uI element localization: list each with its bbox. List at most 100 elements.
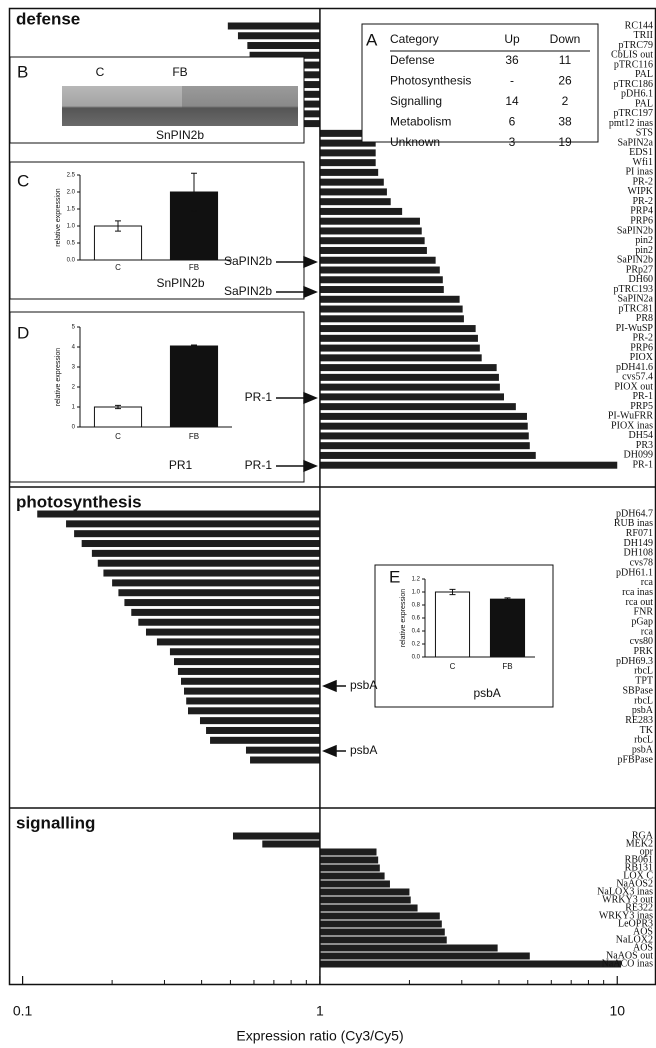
- arrow-label: SaPIN2b: [224, 284, 272, 298]
- bar: [118, 589, 320, 597]
- error-bar: [115, 220, 121, 232]
- arrow-label: SaPIN2b: [224, 254, 272, 268]
- y-tick-label: 3: [72, 365, 76, 371]
- y-tick-label: 0.5: [67, 241, 76, 247]
- bar-label: WRKY3 inas: [599, 910, 653, 921]
- bar: [319, 159, 376, 167]
- bar: [186, 697, 320, 705]
- y-tick-label: 0: [72, 425, 76, 431]
- bar-label: Wfi1: [632, 157, 653, 168]
- bar: [181, 677, 320, 685]
- bar-label: DH54: [629, 430, 653, 441]
- lane-label: C: [96, 65, 105, 79]
- bar: [319, 383, 500, 391]
- bar: [319, 344, 480, 352]
- panel-title: photosynthesis: [16, 492, 142, 511]
- table-frame: [361, 23, 599, 143]
- bar: [183, 687, 320, 695]
- bar: [319, 432, 529, 440]
- bar-label: AOS: [633, 942, 653, 953]
- bar: [249, 51, 320, 59]
- bar-label: RUB inas: [614, 518, 653, 529]
- bar-label: PRK: [634, 646, 654, 657]
- arrow-label: PR-1: [245, 458, 273, 472]
- bar-label: PI-WuSP: [616, 323, 654, 334]
- bar: [131, 608, 320, 616]
- bar: [81, 540, 320, 548]
- bar-label: RB131: [625, 862, 653, 873]
- bar-label: MEK2: [626, 838, 653, 849]
- bar-label: pDH41.6: [616, 362, 653, 373]
- y-tick-label: 0.0: [67, 258, 76, 264]
- bar-label: AOS: [633, 926, 653, 937]
- bar: [199, 717, 320, 725]
- bar: [124, 599, 320, 607]
- bar: [319, 442, 530, 450]
- bar-label: PR-1: [632, 459, 653, 470]
- bar-label: TK: [640, 725, 654, 736]
- bar: [319, 896, 411, 904]
- bar: [103, 569, 320, 577]
- lane-label: FB: [172, 65, 187, 79]
- bar: [319, 149, 376, 157]
- bar: [319, 256, 436, 264]
- bar: [245, 746, 320, 754]
- bar-label: FNR: [634, 607, 654, 618]
- bar-label: RF071: [626, 528, 653, 539]
- bar: [319, 403, 516, 411]
- x-tick-label: C: [115, 263, 121, 272]
- error-bar: [449, 588, 456, 596]
- bar: [319, 912, 440, 920]
- panel-letter: D: [17, 323, 29, 342]
- bar-label: LOX C: [623, 870, 653, 881]
- bar-label: SaPIN2a: [617, 137, 653, 148]
- y-tick-label: 1: [72, 405, 76, 411]
- blot-caption: SnPIN2b: [156, 128, 204, 142]
- bar: [177, 667, 320, 675]
- bar: [319, 373, 499, 381]
- error-bar: [191, 344, 197, 348]
- y-tick-label: 2.0: [67, 190, 76, 196]
- bar-label: PR-1: [632, 391, 653, 402]
- arrow-label: psbA: [350, 678, 377, 692]
- y-tick-label: 0.8: [412, 603, 421, 609]
- bar: [319, 393, 504, 401]
- bar-label: cvs57.4: [622, 372, 653, 383]
- bar-label: TRII: [634, 30, 653, 41]
- bar-label: pDH64.7: [616, 508, 653, 519]
- table-cell: Unknown: [390, 135, 440, 149]
- arrow: [276, 285, 318, 299]
- bar-label: PRP6: [630, 342, 653, 353]
- table-cell: 38: [558, 115, 572, 129]
- blot-panel: B C FB SnPIN2b: [9, 56, 305, 144]
- inset-caption: SnPIN2b: [157, 276, 205, 290]
- blot-image: [182, 86, 298, 126]
- table-cell: 19: [558, 135, 572, 149]
- bar-label: rbcL: [634, 695, 653, 706]
- bar-label: PRP4: [630, 206, 653, 217]
- table-cell: Defense: [390, 53, 435, 67]
- error-bar: [115, 404, 121, 410]
- bar-label: PAL: [635, 98, 653, 109]
- bar: [232, 832, 320, 840]
- bar-label: pDH69.3: [616, 656, 653, 667]
- bar-label: EDS1: [629, 147, 653, 158]
- bar-label: rca out: [626, 597, 654, 608]
- bar: [74, 530, 320, 538]
- bar: [319, 422, 528, 430]
- bar-label: DH099: [624, 450, 653, 461]
- bar-label: rca: [641, 577, 654, 588]
- y-tick-label: 0.2: [412, 642, 421, 648]
- bar: [112, 579, 320, 587]
- table-cell: 6: [509, 115, 516, 129]
- bar: [169, 648, 320, 656]
- panel-letter: C: [17, 171, 29, 190]
- bar-label: PR-2: [632, 176, 653, 187]
- bar-label: pTRC186: [614, 79, 653, 90]
- arrow: [276, 255, 318, 269]
- bar-label: PR3: [636, 440, 653, 451]
- bar-label: pGap: [631, 617, 653, 628]
- bar-label: NaAOS out: [606, 950, 653, 961]
